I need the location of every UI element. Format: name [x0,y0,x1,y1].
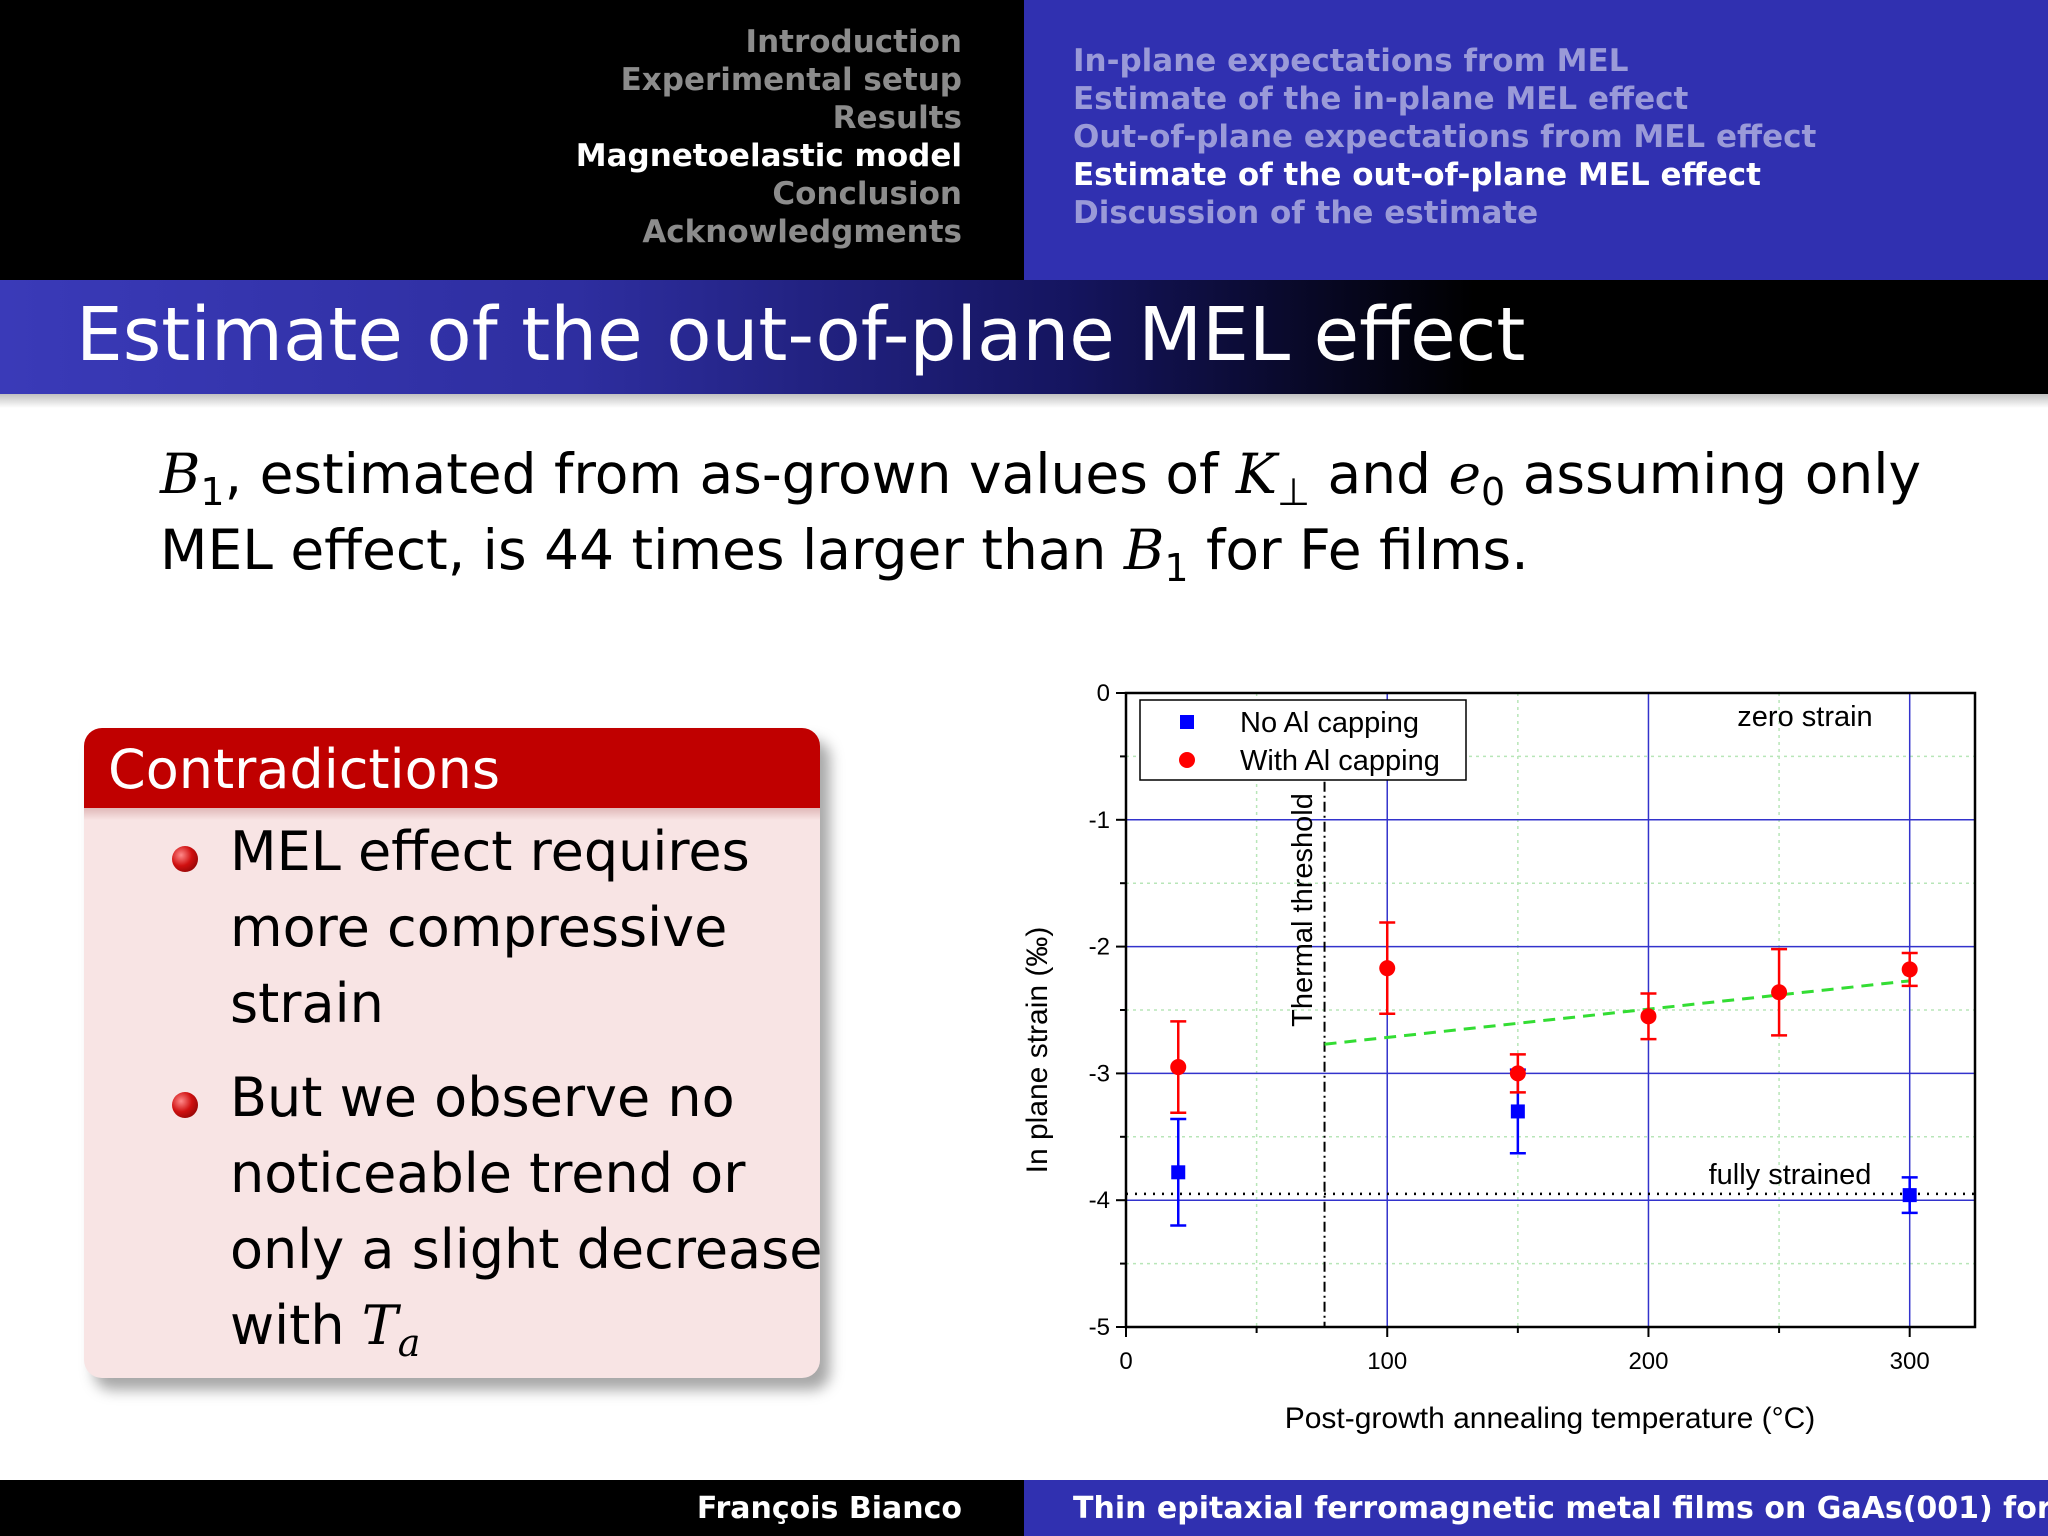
nav-subsection-inplane-estimate[interactable]: Estimate of the in-plane MEL effect [1073,81,1689,117]
nav-subsections-panel: In-plane expectations from MEL Estimate … [1024,0,2048,280]
nav-section-experimental-setup[interactable]: Experimental setup [620,62,962,98]
legend-marker-square [1180,715,1194,729]
statement-text: for Fe films. [1188,518,1529,582]
chart-annotations [1126,781,1975,1327]
nav-section-magnetoelastic-model[interactable]: Magnetoelastic model [575,138,962,174]
statement-line-2: MEL effect, is 44 times larger than B1 f… [160,518,1529,590]
data-point-with-al [1379,960,1396,977]
nav-subsection-inplane-expectations[interactable]: In-plane expectations from MEL [1073,43,1629,79]
legend-box [1139,699,1467,781]
block-header: Contradictions [84,728,820,808]
data-point-no-al [1171,1165,1186,1180]
block-header-shadow [84,808,820,820]
statement-text: assuming only [1505,442,1922,506]
x-tick-label: 0 [1119,1348,1132,1375]
thermal-threshold-label: Thermal threshold [1287,793,1319,1027]
y-tick-label: -1 [1089,807,1110,834]
symbol-b1-subscript: 1 [200,470,225,514]
x-tick-label: 300 [1890,1348,1930,1375]
symbol-b1-subscript: 1 [1164,546,1189,590]
nav-section-acknowledgments[interactable]: Acknowledgments [642,214,962,250]
statement-text: and [1310,442,1449,506]
legend-entry: With Al capping [1240,745,1440,777]
item1-line1: MEL effect requires [230,820,750,883]
nav-sections-panel: Introduction Experimental setup Results … [0,0,1024,280]
bullet-icon [172,1092,198,1118]
footer-title: Thin epitaxial ferromagnetic metal films… [1073,1491,2048,1526]
symbol-e0: e [1448,442,1482,506]
item1-line2: more compressive [230,896,728,959]
footer-right: Thin epitaxial ferromagnetic metal films… [1024,1480,2048,1536]
statement-text: , estimated from as-grown values of [224,442,1236,506]
y-tick-label: -4 [1089,1187,1110,1214]
fully-strained-label: fully strained [1709,1159,1872,1191]
item2-text: with [230,1294,362,1357]
statement-line-1: B1, estimated from as-grown values of K⊥… [160,442,1921,514]
zero-strain-label: zero strain [1737,701,1872,733]
symbol-k-perp: K [1235,442,1277,506]
legend-marker-circle [1179,752,1195,768]
nav-subsection-outofplane-estimate[interactable]: Estimate of the out-of-plane MEL effect [1073,157,1761,193]
nav-section-conclusion[interactable]: Conclusion [772,176,962,212]
symbol-ta: T [361,1294,398,1357]
title-bar-shadow [0,394,2048,408]
symbol-b1: B [1123,518,1165,582]
y-axis-label: In plane strain (‰) [1021,927,1054,1174]
symbol-e0-subscript: 0 [1481,470,1506,514]
x-tick-label: 100 [1367,1348,1407,1375]
x-axis-label: Post-growth annealing temperature (°C) [1285,1402,1816,1435]
y-tick-label: 0 [1097,680,1110,707]
item2-line1: But we observe no [230,1066,735,1129]
data-point-with-al [1509,1065,1526,1082]
data-point-with-al [1170,1059,1187,1076]
symbol-ta-subscript: a [397,1321,421,1365]
nav-subsection-discussion[interactable]: Discussion of the estimate [1073,195,1539,231]
data-point-with-al [1771,984,1788,1001]
bullet-icon [172,846,198,872]
symbol-k-perp-subscript: ⊥ [1276,470,1311,514]
nav-subsection-outofplane-expectations[interactable]: Out-of-plane expectations from MEL effec… [1073,119,1817,155]
block-title: Contradictions [108,738,500,801]
trend-fit-line [1324,979,1910,1046]
contradictions-block: Contradictions MEL effect requires more … [84,728,820,1378]
data-point-with-al [1901,961,1918,978]
y-tick-label: -2 [1089,934,1110,961]
statement-text: MEL effect, is 44 times larger than [160,518,1124,582]
y-tick-label: -5 [1089,1314,1110,1341]
nav-section-introduction[interactable]: Introduction [745,24,962,60]
x-tick-label: 200 [1628,1348,1668,1375]
data-point-no-al [1902,1188,1917,1203]
footer-left: François Bianco [0,1480,1024,1536]
data-point-no-al [1510,1104,1525,1119]
legend-entry: No Al capping [1240,707,1419,739]
item1-line3: strain [230,972,384,1035]
chart-marks [1170,921,1918,1227]
data-point-with-al [1640,1008,1657,1025]
nav-section-results[interactable]: Results [832,100,962,136]
chart-axes: 0 100 200 300 0 -1 -2 -3 -4 -5 [1089,680,1977,1375]
footer-author: François Bianco [696,1491,962,1526]
symbol-b1: B [160,442,201,506]
item2-line4: with Ta [230,1294,420,1365]
item2-line2: noticeable trend or [230,1142,746,1205]
strain-chart: 0 100 200 300 0 -1 -2 -3 -4 -5 No Al capping With … [1021,680,1977,1435]
chart-legend: No Al capping With Al capping [1139,699,1467,781]
chart-grid [1126,693,1975,1327]
slide-title: Estimate of the out-of-plane MEL effect [76,292,1526,378]
item2-line3: only a slight decrease [230,1218,820,1281]
title-bar [0,280,2048,394]
y-tick-label: -3 [1089,1060,1110,1087]
